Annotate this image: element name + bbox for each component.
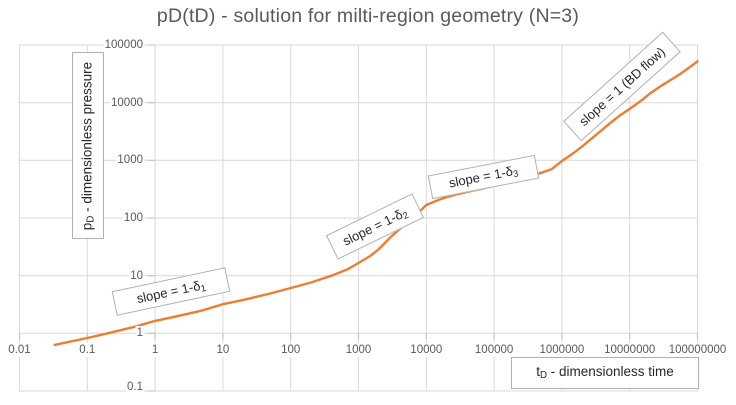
y-tick-label-10000: 10000 <box>110 95 144 110</box>
y-axis-title: pD - dimensionless pressure <box>79 61 97 230</box>
y-tick-label-100000: 100000 <box>103 38 144 52</box>
x-tick-label-1000000: 1000000 <box>538 343 586 357</box>
y-tick-label-0.1: 0.1 <box>126 380 144 394</box>
x-tick-label-0.01: 0.01 <box>7 343 32 357</box>
x-tick-label-1000: 1000 <box>344 343 373 357</box>
y-tick-label-1000: 1000 <box>116 153 144 168</box>
y-tick-label-10: 10 <box>129 268 144 283</box>
x-tick-label-10: 10 <box>215 343 231 357</box>
series-curve-pD <box>53 60 699 347</box>
x-axis-title-box: tD - dimensionless time <box>511 357 699 389</box>
x-tick-label-100: 100 <box>280 343 302 357</box>
x-tick-label-10000: 10000 <box>409 343 444 357</box>
y-tick-label-1: 1 <box>135 326 144 341</box>
x-tick-label-1: 1 <box>150 343 160 357</box>
chart-title: pD(tD) - solution for milti-region geome… <box>156 5 580 27</box>
y-axis-title-box: pD - dimensionless pressure <box>72 52 104 239</box>
y-tick-label-100: 100 <box>122 211 144 225</box>
x-axis-title: tD - dimensionless time <box>536 364 674 382</box>
x-tick-label-0.1: 0.1 <box>78 343 97 357</box>
x-tick-label-100000000: 100000000 <box>667 343 728 357</box>
plot-border <box>19 44 698 392</box>
x-tick-label-10000000: 10000000 <box>603 343 657 357</box>
x-tick-label-100000: 100000 <box>473 343 515 357</box>
